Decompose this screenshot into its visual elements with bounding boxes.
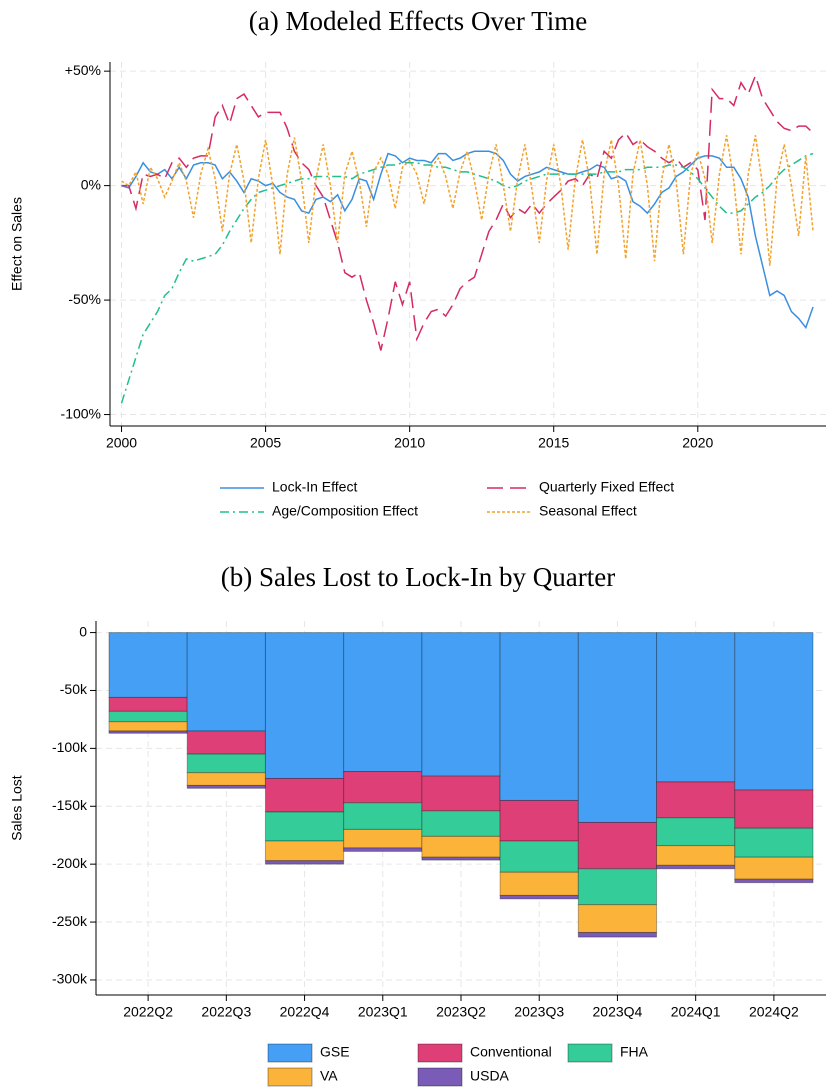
bar-segment [343,828,423,849]
bar-segment [656,845,736,866]
legend-label: Seasonal Effect [539,503,637,519]
bar-segment [656,864,736,870]
bar-segment [264,777,345,813]
y-tick-label: -150k [52,797,88,813]
legend-label: USDA [470,1068,510,1084]
bar-segment [421,632,501,777]
legend-label: Age/Composition Effect [272,503,418,519]
bar-segment [499,840,579,873]
x-tick-label: 2015 [538,435,569,451]
y-tick-label: -200k [52,855,88,871]
y-tick-label: -250k [52,913,88,929]
legend-swatch [267,1043,313,1063]
bar-segment [108,696,188,712]
bar-segment [264,632,345,779]
bar-segment [577,904,658,933]
x-tick-label: 2023Q1 [358,1004,408,1020]
bar-segment [734,856,814,880]
legend-swatch [417,1067,463,1087]
bar-segment [577,632,658,823]
bar-segment [656,817,736,847]
bar-segment [577,931,658,938]
y-axis-label: Sales Lost [9,775,25,840]
bar-segment [186,753,266,774]
bar-segment [186,784,266,789]
x-tick-label: 2022Q3 [201,1004,251,1020]
bar-segment [186,632,266,732]
legend-swatch [417,1043,463,1063]
line-series [121,73,814,351]
y-tick-label: -50k [60,681,88,697]
y-tick-label: -100% [61,405,101,421]
bar-segment [108,730,188,734]
bar-segment [734,827,814,858]
bar-segment [108,710,188,723]
legend-label: GSE [320,1044,350,1060]
bar-segment [264,811,345,842]
bar-segment [421,835,501,858]
bar-segment [499,894,579,900]
x-tick-label: 2024Q1 [671,1004,721,1020]
y-tick-label: 0% [81,176,101,192]
x-tick-label: 2022Q4 [280,1004,330,1020]
bar-segment [186,730,266,755]
y-tick-label: -50% [68,291,101,307]
bar-segment [656,781,736,819]
bar-segment [343,771,423,804]
bar-segment [734,632,814,791]
x-tick-label: 2024Q2 [749,1004,799,1020]
legend-label: FHA [620,1044,649,1060]
x-tick-label: 2023Q4 [593,1004,643,1020]
bar-segment [343,632,423,773]
x-tick-label: 2005 [250,435,281,451]
bar-segment [108,632,188,698]
legend-swatch [567,1043,613,1063]
bar-segment [656,632,736,783]
y-tick-label: -100k [52,739,88,755]
bar-segment [421,775,501,812]
x-tick-label: 2022Q2 [123,1004,173,1020]
y-tick-label: -300k [52,971,88,987]
bar-segment [343,847,423,852]
bar-segment [577,821,658,870]
legend-label: Lock-In Effect [272,479,357,495]
x-tick-label: 2023Q3 [514,1004,564,1020]
bar-segment [499,632,579,801]
y-tick-label: 0 [79,623,87,639]
bar-segment [734,789,814,829]
bar-segment [499,871,579,896]
bar-segment [186,772,266,786]
y-axis-label: Effect on Sales [9,197,25,291]
bar-segment [264,840,345,862]
x-tick-label: 2020 [682,435,713,451]
y-tick-label: +50% [65,62,101,78]
legend-label: VA [320,1068,338,1084]
x-tick-label: 2000 [106,435,137,451]
bar-segment [421,856,501,861]
bar-segment [499,799,579,842]
legend-label: Quarterly Fixed Effect [539,479,674,495]
legend-label: Conventional [470,1044,552,1060]
bar-segment [577,868,658,906]
bar-segment [734,878,814,884]
bar-segment [343,802,423,830]
bar-segment [108,721,188,732]
bar-segment [264,860,345,865]
line-series [120,152,814,404]
line-series [121,150,814,330]
x-tick-label: 2010 [394,435,425,451]
x-tick-label: 2023Q2 [436,1004,486,1020]
chart-title: (a) Modeled Effects Over Time [249,6,587,36]
bar-segment [421,810,501,837]
legend-swatch [267,1067,313,1087]
chart-title: (b) Sales Lost to Lock-In by Quarter [221,562,615,592]
